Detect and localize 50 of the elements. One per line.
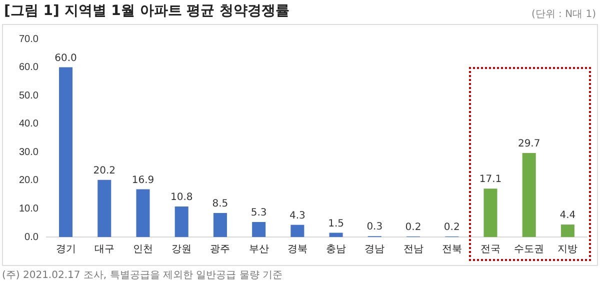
data-label: 29.7 [518, 138, 540, 150]
data-label: 60.0 [54, 52, 77, 64]
bar [522, 152, 536, 237]
data-label: 10.8 [170, 192, 193, 204]
text: (주) 2021.02.17 조사, 특별공급을 제외한 일반공급 물량 기준 [2, 269, 282, 282]
x-tick-label: 인천 [132, 244, 153, 255]
bar [290, 224, 304, 237]
chart-subtitle: (단위 : N대 1) [531, 8, 596, 21]
x-tick-label: 전남 [403, 244, 424, 255]
x-tick-label: 수도권 [514, 244, 544, 255]
bar [252, 222, 266, 237]
y-tick-label: 70.0 [18, 34, 39, 45]
bar [560, 224, 574, 237]
bar [484, 188, 498, 237]
y-tick-label: 60.0 [18, 62, 39, 74]
bar [59, 67, 73, 237]
bar [174, 206, 188, 237]
data-label: 5.3 [250, 208, 267, 219]
x-tick-label: 광주 [210, 244, 230, 255]
bar [136, 189, 150, 237]
x-tick-label: 전북 [442, 244, 462, 255]
chart-title: [그림 1] 지역별 1월 아파트 평균 청약경쟁률 [4, 2, 290, 20]
y-tick-label: 20.0 [18, 175, 39, 186]
data-label: 17.1 [479, 174, 502, 186]
y-tick-label: 50.0 [18, 90, 39, 102]
bar [329, 232, 343, 237]
data-label: 0.3 [366, 222, 383, 233]
y-tick-label: 10.0 [18, 203, 39, 214]
data-label: 1.5 [328, 218, 344, 230]
x-tick-label: 경북 [287, 244, 308, 255]
y-tick-label: 30.0 [18, 146, 39, 158]
x-tick-label: 지방 [558, 244, 578, 255]
x-tick-label: 강원 [172, 244, 192, 255]
data-label: 0.2 [444, 222, 460, 234]
data-label: 4.4 [560, 210, 576, 222]
x-tick-label: 부산 [248, 244, 269, 255]
x-tick-label: 대구 [94, 244, 114, 255]
data-label: 16.9 [132, 174, 154, 186]
y-tick-label: 0.0 [24, 232, 39, 243]
x-tick-label: 충남 [326, 244, 346, 255]
bar [98, 180, 112, 237]
data-label: 0.2 [405, 222, 422, 234]
x-tick-label: 경남 [364, 244, 385, 255]
x-tick-label: 전국 [480, 244, 500, 255]
y-tick-label: 40.0 [18, 118, 39, 130]
data-label: 8.5 [212, 198, 228, 210]
data-label: 20.2 [93, 165, 116, 176]
x-tick-label: 경기 [56, 244, 76, 255]
bar [213, 212, 227, 237]
data-label: 4.3 [289, 210, 306, 222]
